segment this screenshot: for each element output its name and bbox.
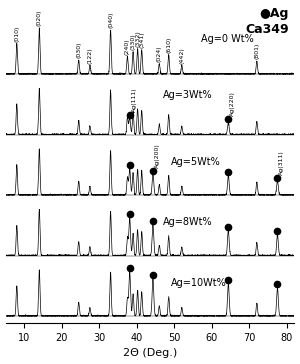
Text: (341): (341) xyxy=(139,31,144,48)
Text: (010): (010) xyxy=(14,26,19,42)
Text: ●Ag
Ca349: ●Ag Ca349 xyxy=(245,7,289,36)
Text: Ag(111): Ag(111) xyxy=(132,87,136,112)
Text: Ag=8Wt%: Ag=8Wt% xyxy=(163,217,213,227)
Text: Ag=10Wt%: Ag=10Wt% xyxy=(171,278,226,288)
Text: Ag=3Wt%: Ag=3Wt% xyxy=(163,90,213,100)
Text: Ag=0 Wt%: Ag=0 Wt% xyxy=(201,34,253,44)
Text: (122): (122) xyxy=(87,47,92,64)
Text: (330): (330) xyxy=(130,33,136,50)
Text: Ag(220): Ag(220) xyxy=(230,92,235,116)
Text: Ag(200): Ag(200) xyxy=(155,143,160,168)
Text: (442): (442) xyxy=(179,47,184,64)
Text: (610): (610) xyxy=(166,36,171,53)
Text: Ag(311): Ag(311) xyxy=(279,150,284,175)
Text: (332): (332) xyxy=(135,30,140,47)
Text: (040): (040) xyxy=(108,12,113,28)
Text: Ag=5Wt%: Ag=5Wt% xyxy=(171,157,220,167)
Text: (801): (801) xyxy=(254,43,260,59)
Text: (030): (030) xyxy=(76,42,81,58)
Text: (024): (024) xyxy=(157,46,162,62)
Text: (240): (240) xyxy=(125,38,130,55)
Text: (020): (020) xyxy=(37,9,42,26)
X-axis label: 2Θ (Deg.): 2Θ (Deg.) xyxy=(123,348,177,359)
